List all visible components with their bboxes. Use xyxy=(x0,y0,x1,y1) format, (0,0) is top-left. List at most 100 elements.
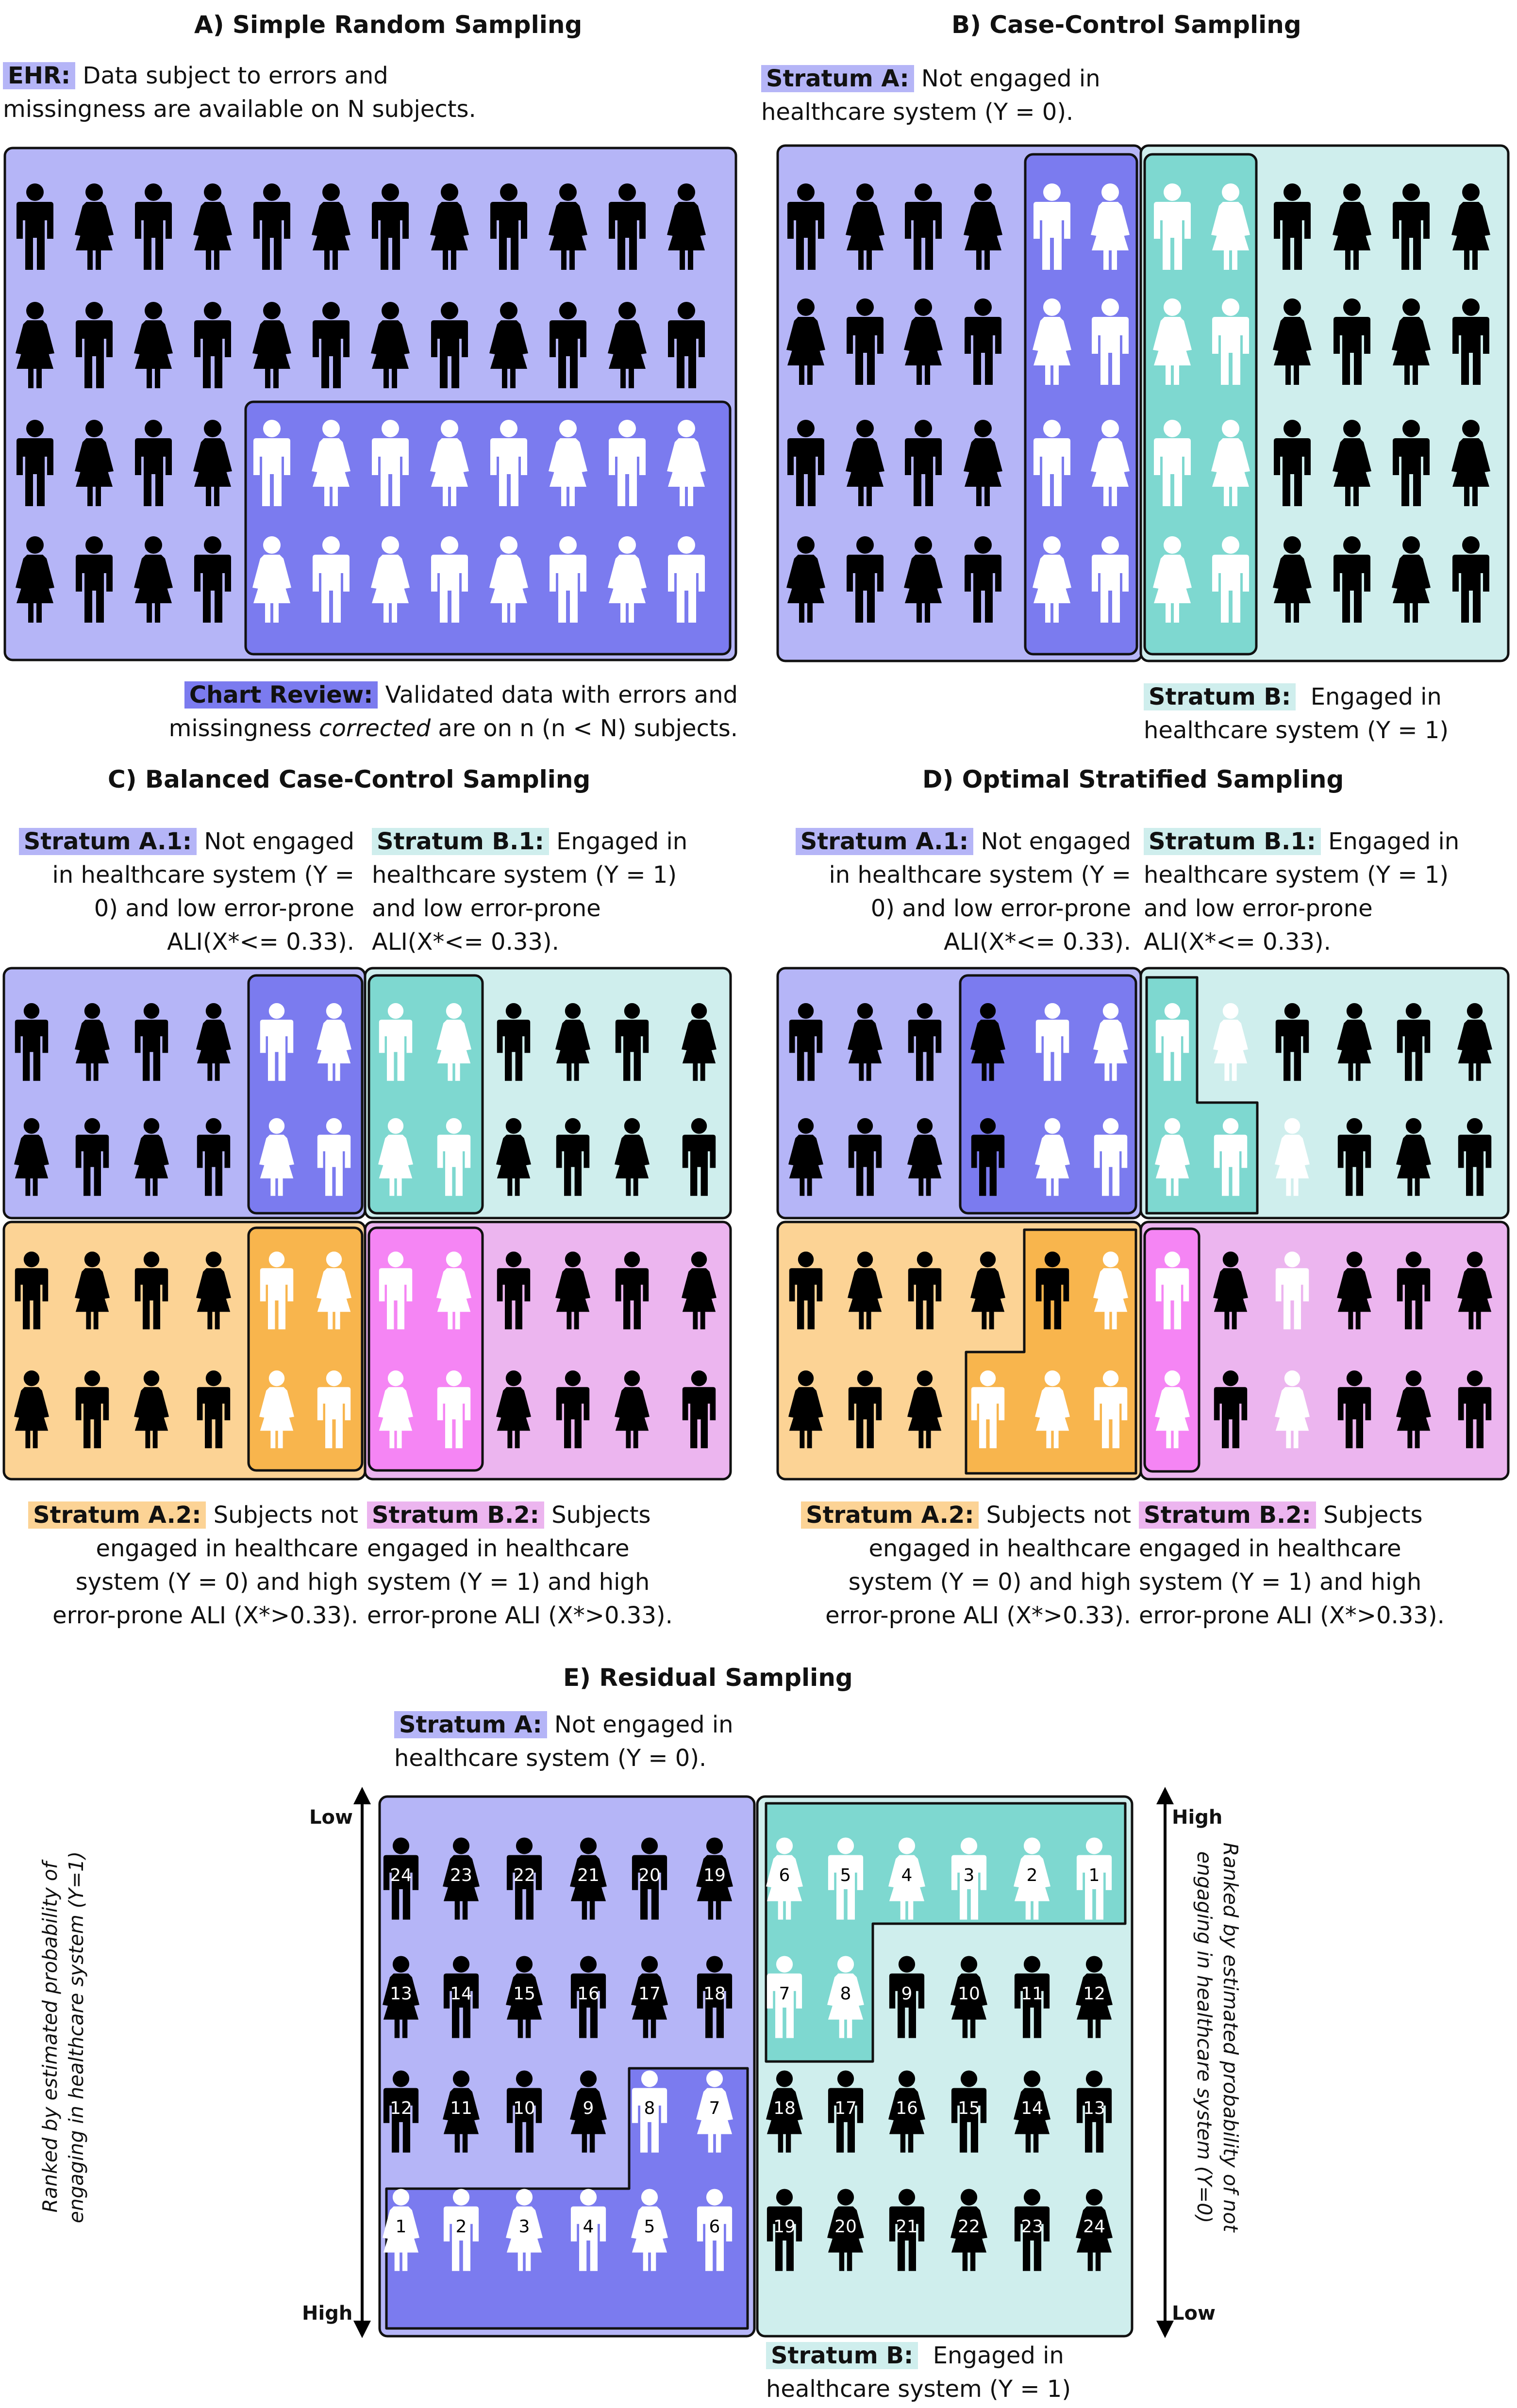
panel-e-a-rank-r0-c1: 23 xyxy=(450,1865,472,1885)
panel-d-a2-text-2: engaged in healthcare xyxy=(868,1535,1131,1562)
panel-e-stratum-b-caption: Stratum B: Engaged in healthcare system (… xyxy=(766,2339,1203,2406)
panel-e-b-rank-r1-c1: 8 xyxy=(840,1984,851,2004)
panel-d-b1-text-4: ALI(X*<= 0.33). xyxy=(1144,928,1331,956)
panel-e-stratum-a-tag: Stratum A: xyxy=(394,1711,547,1738)
panel-e-b-rank-r1-c3: 10 xyxy=(958,1984,980,2004)
panel-d-stratum-a2-caption: Stratum A.2: Subjects not engaged in heal… xyxy=(772,1499,1131,1633)
panel-e-stratum-a-text-1: Not engaged in xyxy=(547,1711,733,1738)
panel-d-stratum-b2-tag: Stratum B.2: xyxy=(1139,1501,1316,1529)
panel-e-b-rank-r0-c0: 6 xyxy=(779,1865,790,1885)
left-axis-top-label: Low xyxy=(309,1806,353,1829)
right-rank-axis-line-2: engaging in healthcare system (Y=0) xyxy=(1193,1851,1216,2224)
panel-c-stratum-b2-caption: Stratum B.2: Subjects engaged in healthca… xyxy=(367,1499,746,1633)
panel-d-stratum-a1-tag: Stratum A.1: xyxy=(795,828,974,855)
panel-c-a2-text-4: error-prone ALI (X*>0.33). xyxy=(52,1602,358,1629)
right-axis-top-label: High xyxy=(1172,1806,1223,1829)
panel-e-a-rank-r0-c3: 21 xyxy=(577,1865,600,1885)
panel-d-b1-text-2: healthcare system (Y = 1) xyxy=(1144,861,1449,889)
panel-e-b-rank-r1-c4: 11 xyxy=(1021,1984,1043,2004)
panel-e-a-rank-r1-c1: 14 xyxy=(450,1984,472,2004)
panel-c-b1-text-2: healthcare system (Y = 1) xyxy=(372,861,677,889)
panel-d-a1-text-3: 0) and low error-prone xyxy=(870,895,1131,922)
panel-e-a-rank-r2-c5: 7 xyxy=(709,2098,720,2118)
panel-e-b-rank-r2-c5: 13 xyxy=(1083,2098,1105,2118)
chart-review-text-2b: corrected xyxy=(319,715,431,742)
panel-e-a-rank-r2-c3: 9 xyxy=(583,2098,594,2118)
panel-e-stratum-b-text-1: Engaged in xyxy=(918,2342,1064,2369)
panel-e-a-rank-r1-c3: 16 xyxy=(577,1984,600,2004)
panel-c-a2-text-2: engaged in healthcare xyxy=(96,1535,358,1562)
panel-b-control-sample xyxy=(1143,153,1258,656)
panel-e-b-rank-r3-c3: 22 xyxy=(958,2217,980,2237)
panel-e-stratum-a-text-2: healthcare system (Y = 0). xyxy=(394,1745,707,1772)
panel-e-a-rank-r2-c2: 10 xyxy=(513,2098,535,2118)
panel-e-a-rank-r3-c1: 2 xyxy=(456,2217,467,2237)
panel-c-stratum-b1-caption: Stratum B.1: Engaged in healthcare system… xyxy=(372,825,741,959)
panel-c-b2-text-3: system (Y = 1) and high xyxy=(367,1568,650,1596)
panel-a-title: A) Simple Random Sampling xyxy=(194,11,583,39)
panel-d-a1-text-1: Not engaged xyxy=(973,828,1131,855)
panel-e-b-rank-r3-c0: 19 xyxy=(773,2217,796,2237)
panel-c-a1-text-3: 0) and low error-prone xyxy=(94,895,354,922)
panel-d-a2-text-1: Subjects not xyxy=(979,1501,1131,1529)
right-rank-axis-line-1: Ranked by estimated probability of not xyxy=(1219,1842,1242,2232)
panel-e-b-rank-r0-c1: 5 xyxy=(840,1865,851,1885)
panel-e-b-rank-r0-c4: 2 xyxy=(1027,1865,1038,1885)
panel-d-a2-text-3: system (Y = 0) and high xyxy=(848,1568,1131,1596)
panel-d-title: D) Optimal Stratified Sampling xyxy=(922,765,1344,793)
panel-e-b-rank-r2-c1: 17 xyxy=(834,2098,857,2118)
ehr-tag: EHR: xyxy=(3,62,76,89)
panel-e-title: E) Residual Sampling xyxy=(563,1664,853,1692)
panel-d-b2-text-1: Subjects xyxy=(1316,1501,1423,1529)
panel-d-b1-text-3: and low error-prone xyxy=(1144,895,1373,922)
panel-b-stratum-b-tag: Stratum B: xyxy=(1144,683,1296,710)
panel-e-b-rank-r3-c2: 21 xyxy=(896,2217,918,2237)
panel-e-a-rank-r0-c5: 19 xyxy=(703,1865,726,1885)
panel-e-stratum-b-text-2: healthcare system (Y = 1) xyxy=(766,2375,1071,2403)
panel-b-case-sample xyxy=(1024,153,1138,656)
panel-e-a-rank-r1-c2: 15 xyxy=(513,1984,535,2004)
panel-d-stratum-a2-tag: Stratum A.2: xyxy=(801,1501,979,1529)
chart-review-tag: Chart Review: xyxy=(184,681,378,709)
chart-review-text-1: Validated data with errors and xyxy=(378,681,738,709)
ehr-caption: EHR: Data subject to errors and missingne… xyxy=(3,59,731,126)
panel-c-a1-text-1: Not engaged xyxy=(197,828,354,855)
panel-d-b2-text-2: engaged in healthcare xyxy=(1139,1535,1401,1562)
panel-e-a-rank-r1-c0: 13 xyxy=(390,1984,412,2004)
panel-b-stratum-b-text-1: Engaged in xyxy=(1296,683,1442,710)
panel-e-stratum-b-tag: Stratum B: xyxy=(766,2342,918,2369)
panel-e-a-rank-r0-c4: 20 xyxy=(638,1865,661,1885)
panel-d-a1-text-2: in healthcare system (Y = xyxy=(829,861,1131,889)
panel-c-a1-text-4: ALI(X*<= 0.33). xyxy=(167,928,354,956)
left-axis-bottom-label: High xyxy=(302,2302,353,2325)
panel-c-b2-text-1: Subjects xyxy=(544,1501,651,1529)
panel-c-stratum-a2-tag: Stratum A.2: xyxy=(28,1501,206,1529)
panel-b-stratum-a-tag: Stratum A: xyxy=(761,65,914,92)
panel-e-a-rank-r3-c3: 4 xyxy=(583,2217,594,2237)
panel-b-stratum-a-text-2: healthcare system (Y = 0). xyxy=(761,99,1074,126)
panel-d-b2-text-4: error-prone ALI (X*>0.33). xyxy=(1139,1602,1445,1629)
right-axis-bottom-label: Low xyxy=(1172,2302,1216,2325)
panel-c-a2-text-1: Subjects not xyxy=(206,1501,358,1529)
left-rank-axis-line-2: engaging in healthcare system (Y=1) xyxy=(65,1851,88,2224)
right-rank-axis-label: Ranked by estimated probability of not en… xyxy=(1191,1795,1244,2280)
panel-b-stratum-a-text-1: Not engaged in xyxy=(914,65,1100,92)
panel-e-b-rank-r0-c5: 1 xyxy=(1089,1865,1100,1885)
panel-e-b-rank-r2-c3: 15 xyxy=(958,2098,980,2118)
panel-e-a-rank-r0-c0: 24 xyxy=(390,1865,412,1885)
panel-e-b-rank-r1-c0: 7 xyxy=(779,1984,790,2004)
panel-c-b2-text-2: engaged in healthcare xyxy=(367,1535,630,1562)
panel-e-b-rank-r0-c3: 3 xyxy=(964,1865,975,1885)
panel-d-a2-sample xyxy=(965,1228,1137,1475)
panel-b-stratum-a-caption: Stratum A: Not engaged in healthcare syst… xyxy=(761,62,1489,129)
panel-b-stratum-b-caption: Stratum B: Engaged in healthcare system (… xyxy=(1144,680,1513,747)
panel-c-b2-sample xyxy=(367,1226,484,1472)
panel-c-stratum-a1-caption: Stratum A.1: Not engaged in healthcare sy… xyxy=(0,825,354,959)
panel-c-a1-text-2: in healthcare system (Y = xyxy=(52,861,354,889)
panel-d-a2-text-4: error-prone ALI (X*>0.33). xyxy=(825,1602,1131,1629)
panel-b-title: B) Case-Control Sampling xyxy=(951,11,1301,39)
chart-review-text-2a: missingness xyxy=(168,715,319,742)
panel-e-a-rank-r1-c5: 18 xyxy=(703,1984,726,2004)
panel-d-b1-text-1: Engaged in xyxy=(1320,828,1460,855)
